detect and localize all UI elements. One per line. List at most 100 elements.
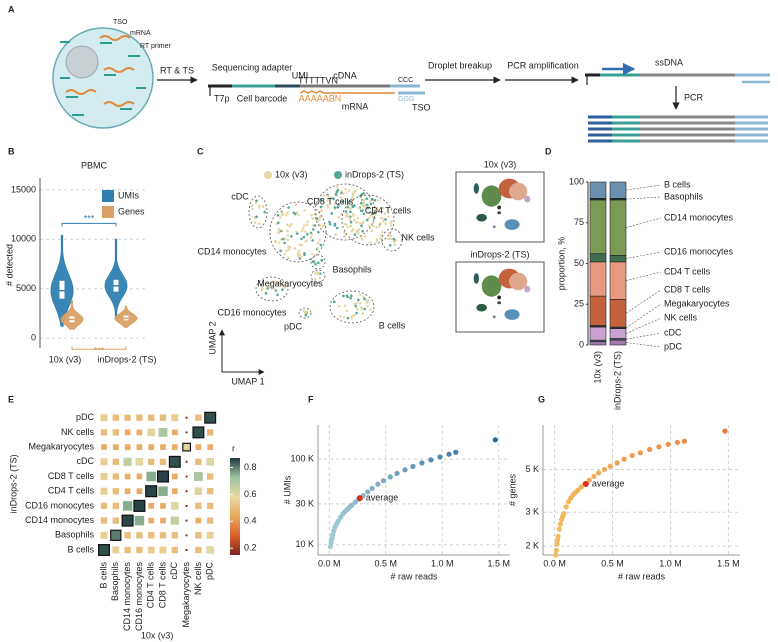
heat-cell — [136, 414, 143, 421]
x-tick-label: 0.5 M — [601, 558, 624, 568]
construct — [208, 84, 425, 96]
cluster-outline — [310, 269, 326, 283]
heat-cell — [195, 546, 202, 554]
cell-point — [310, 233, 314, 236]
heat-cell — [124, 414, 131, 421]
cell-point — [317, 219, 320, 222]
inset-cluster — [481, 275, 502, 297]
heat-cell — [121, 514, 134, 527]
cell-point — [287, 206, 290, 209]
heat-cell — [100, 429, 108, 436]
cell-point — [362, 212, 366, 216]
heat-cell — [207, 502, 214, 510]
cell-point — [379, 237, 383, 240]
cell-point — [328, 222, 332, 226]
heat-cell — [195, 444, 202, 450]
heat-cell — [100, 517, 108, 524]
cell-point — [361, 229, 364, 233]
cell-point — [339, 196, 343, 199]
point — [375, 481, 381, 487]
cell-point — [365, 197, 369, 201]
cell-point — [355, 302, 359, 305]
cell-point — [378, 222, 382, 225]
cell-point — [369, 202, 373, 206]
point — [555, 533, 561, 539]
heat-cell — [171, 473, 178, 480]
cell-point — [273, 239, 277, 243]
inset-cluster — [492, 225, 496, 229]
heat-cell — [206, 458, 214, 466]
y-tick-label: 5000 — [16, 283, 36, 293]
heat-cell — [171, 532, 178, 539]
y-tick-label: 15000 — [11, 184, 36, 194]
leader-line — [625, 217, 662, 228]
cell-point — [368, 224, 371, 228]
leader-line — [625, 196, 662, 200]
cell-point — [369, 199, 372, 203]
leader-line — [625, 251, 662, 259]
heat-cell — [110, 529, 122, 541]
inset-cluster — [473, 273, 479, 284]
heat-cell — [192, 426, 205, 439]
point — [553, 547, 559, 554]
label: ssDNA — [655, 57, 683, 67]
legend-label: CD8 T cells — [664, 284, 711, 294]
heat-cell — [100, 458, 108, 466]
heat-cell — [207, 444, 214, 450]
label: GGG — [398, 96, 414, 103]
cell-point — [309, 235, 312, 239]
label: UMI — [292, 70, 309, 80]
heat-cell — [136, 532, 143, 539]
leader-line — [625, 342, 662, 348]
cell-point — [349, 210, 352, 214]
heat-cell — [124, 546, 131, 554]
cluster-label: Basophils — [332, 264, 372, 274]
cell-point — [257, 206, 261, 209]
legend-label: CD14 monocytes — [664, 212, 734, 222]
heat-cell — [207, 473, 214, 480]
cell-point — [253, 221, 257, 224]
point — [402, 467, 408, 473]
heat-cell — [160, 444, 166, 450]
cell-point — [286, 234, 290, 238]
cell-point — [320, 209, 323, 212]
cell-point — [284, 249, 288, 253]
legend-label: inDrops-2 (TS) — [345, 169, 404, 179]
cell-point — [347, 189, 351, 192]
cell-point — [347, 215, 350, 219]
y-tick-label: CD4 T cells — [48, 486, 95, 496]
cell-point — [283, 241, 286, 245]
label: TSO — [412, 102, 431, 112]
cell-point — [392, 237, 396, 241]
cell-point — [313, 277, 317, 281]
panel-label: C — [197, 146, 204, 156]
point — [629, 452, 635, 459]
cluster-outline — [381, 228, 403, 252]
heat-cell — [170, 516, 179, 525]
cell-point — [347, 225, 350, 229]
cell-point — [261, 283, 264, 286]
inset-cluster — [524, 195, 531, 203]
bar-segment — [609, 328, 627, 339]
cell-point — [317, 272, 320, 275]
cluster-label: CD14 monocytes — [197, 246, 267, 256]
heat-cell — [112, 458, 119, 465]
panel-label: F — [308, 394, 314, 404]
bar-segment — [609, 255, 627, 263]
label: Droplet breakup — [428, 60, 492, 70]
cell-point — [313, 224, 317, 227]
cell-point — [286, 223, 289, 227]
colorbar-tick-label: 0.6 — [244, 489, 257, 499]
y-tick-label: 3 K — [525, 507, 539, 517]
y-tick-label: 0 — [31, 332, 36, 342]
point — [365, 489, 371, 495]
cell-point — [314, 262, 317, 266]
bar-segment — [609, 181, 627, 199]
cell-point — [300, 243, 303, 247]
point — [596, 470, 602, 476]
cell-point — [311, 252, 314, 256]
cell-point — [335, 226, 339, 230]
cell-point — [296, 232, 299, 235]
cell-point — [354, 189, 358, 193]
